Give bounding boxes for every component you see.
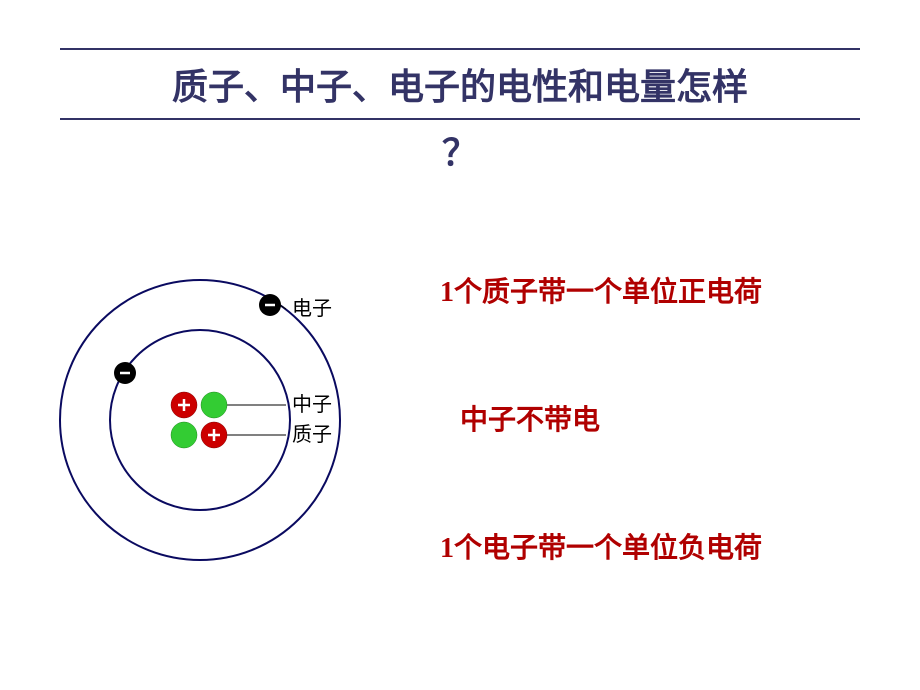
- orbit: [60, 280, 340, 560]
- proton-info: 1个质子带一个单位正电荷: [440, 270, 762, 310]
- orbit: [110, 330, 290, 510]
- electron-label: 电子: [292, 297, 332, 320]
- title-qmark: ？: [60, 124, 860, 176]
- neutron-particle: [201, 392, 227, 418]
- title-line1: 质子、中子、电子的电性和电量怎样: [60, 48, 860, 120]
- neutron-label: 中子: [292, 393, 332, 416]
- info-panel: 1个质子带一个单位正电荷 中子不带电 1个电子带一个单位负电荷: [440, 270, 762, 654]
- electron-info: 1个电子带一个单位负电荷: [440, 526, 762, 566]
- atom-diagram: 电子中子质子: [30, 245, 390, 595]
- atom-svg: 电子中子质子: [30, 245, 390, 595]
- neutron-particle: [171, 422, 197, 448]
- proton-label: 质子: [292, 423, 332, 446]
- neutron-info: 中子不带电: [440, 398, 762, 438]
- title: 质子、中子、电子的电性和电量怎样 ？: [60, 48, 860, 176]
